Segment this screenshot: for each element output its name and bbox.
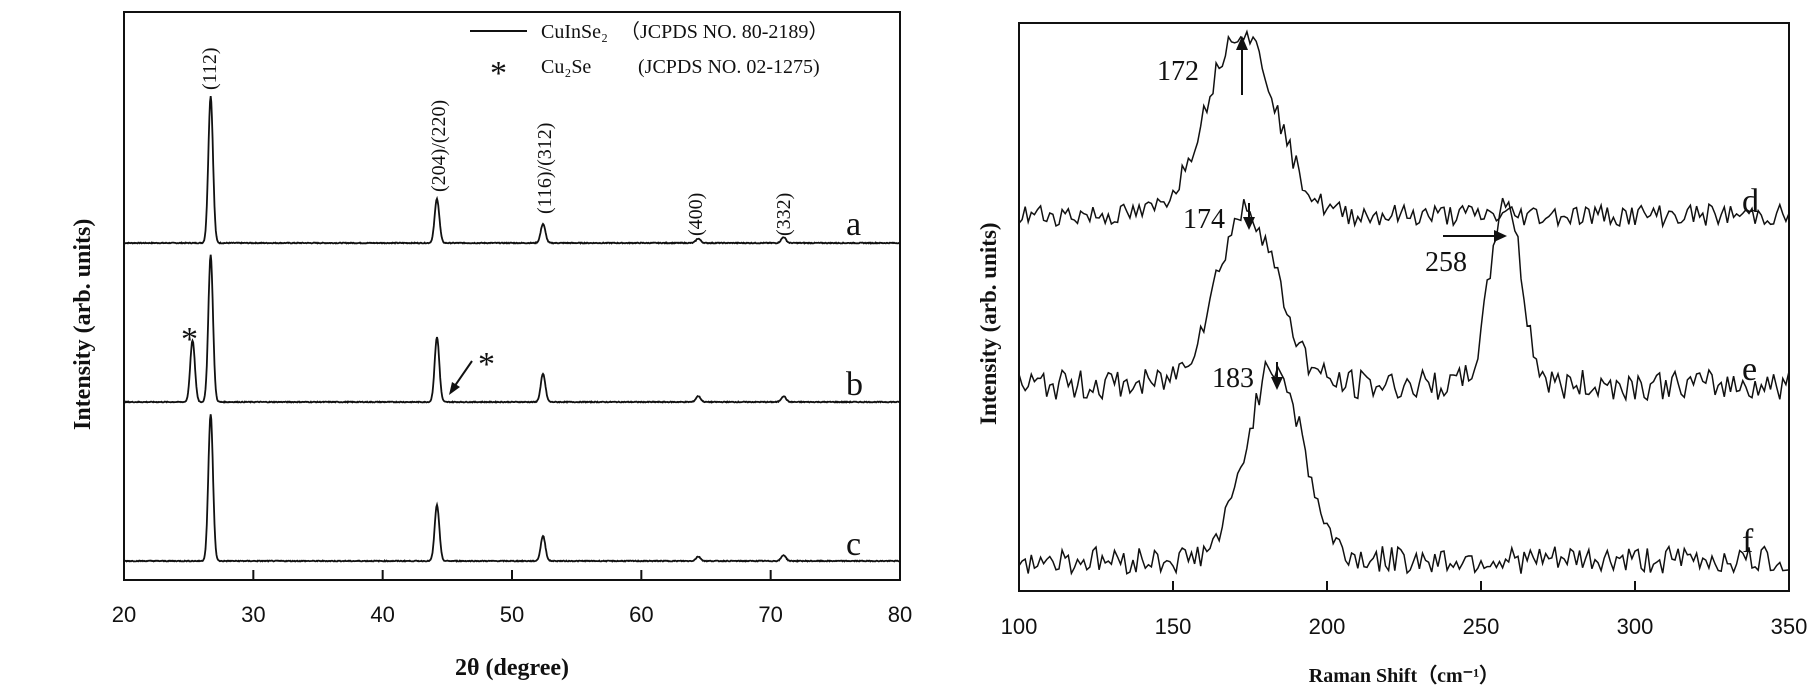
legend-entry-cu2se-name: Cu₂Se	[541, 56, 591, 78]
raman-x-axis-title: Raman Shift（cm⁻¹）	[1309, 664, 1499, 687]
raman-panel: 100 150 200 250 300 350 172 174 258 183 d e f…	[976, 22, 1808, 687]
raman-curve-e	[1018, 197, 1790, 403]
xrd-x-tick-label: 30	[241, 602, 265, 627]
legend-entry-culnse2-name: CuInSe₂	[541, 21, 608, 43]
raman-plot-frame	[1018, 22, 1790, 592]
raman-x-tick-label: 350	[1771, 614, 1808, 639]
xrd-x-ticks: 20 30 40 50 60 70 80	[112, 570, 912, 627]
curve-label-b: b	[846, 366, 863, 403]
raman-x-tick-label: 250	[1463, 614, 1500, 639]
raman-peak-label-183: 183	[1212, 363, 1254, 394]
hkl-label-400: (400)	[685, 193, 707, 236]
cu2se-arrowhead	[449, 382, 460, 395]
legend-entry-culnse2-ref: （JCPDS NO. 80-2189）	[620, 20, 828, 43]
xrd-x-tick-label: 70	[758, 602, 782, 627]
hkl-label-332: (332)	[773, 193, 795, 236]
xrd-y-axis-title: Intensity (arb. units)	[70, 219, 96, 430]
hkl-label-112: (112)	[199, 47, 221, 90]
cu2se-star-peak-b: *	[181, 321, 198, 358]
raman-peak-label-258: 258	[1425, 247, 1467, 278]
xrd-legend: CuInSe₂ （JCPDS NO. 80-2189） * Cu₂Se (JCP…	[470, 20, 828, 92]
xrd-panel: 20 30 40 50 60 70 80 CuInSe₂ （JCPDS NO. 80-218…	[70, 11, 912, 681]
xrd-curve-c	[123, 414, 901, 563]
xrd-curve-a	[123, 95, 900, 245]
raman-y-axis-title: Intensity (arb. units)	[976, 222, 1001, 425]
raman-curve-f	[1018, 359, 1790, 576]
legend-entry-cu2se-ref: (JCPDS NO. 02-1275)	[638, 56, 820, 78]
raman-x-tick-label: 100	[1001, 614, 1038, 639]
xrd-plot-frame	[123, 11, 901, 581]
raman-x-tick-label: 300	[1617, 614, 1654, 639]
raman-x-tick-label: 200	[1309, 614, 1346, 639]
hkl-label-116-312: (116)/(312)	[534, 123, 556, 214]
hkl-label-204-220: (204)/(220)	[428, 100, 450, 192]
raman-curve-d	[1018, 29, 1790, 229]
curve-label-d: d	[1742, 183, 1759, 220]
raman-curves	[1018, 29, 1790, 576]
curve-label-a: a	[846, 206, 861, 243]
raman-arrowhead-258	[1494, 230, 1507, 242]
hkl-labels: (112) (204)/(220) (116)/(312) (400) (332…	[199, 47, 795, 236]
raman-arrowhead-172	[1236, 36, 1248, 50]
cu2se-star-arrow-b: *	[478, 346, 495, 383]
curve-label-e: e	[1742, 351, 1757, 388]
xrd-curve-b	[123, 254, 901, 404]
xrd-x-axis-title: 2θ (degree)	[455, 655, 569, 681]
curve-label-c: c	[846, 526, 861, 563]
legend-star-marker: *	[490, 55, 507, 92]
raman-x-tick-label: 150	[1155, 614, 1192, 639]
raman-x-ticks: 100 150 200 250 300 350	[1001, 581, 1808, 639]
raman-arrowhead-183	[1271, 377, 1283, 390]
xrd-curves	[123, 95, 901, 563]
xrd-x-tick-label: 20	[112, 602, 136, 627]
xrd-x-tick-label: 80	[888, 602, 912, 627]
curve-label-f: f	[1742, 523, 1754, 560]
xrd-x-tick-label: 50	[500, 602, 524, 627]
raman-peak-label-174: 174	[1183, 204, 1225, 235]
xrd-x-tick-label: 60	[629, 602, 653, 627]
raman-arrowhead-174	[1243, 217, 1255, 230]
raman-peak-label-172: 172	[1157, 56, 1199, 87]
xrd-x-tick-label: 40	[370, 602, 394, 627]
